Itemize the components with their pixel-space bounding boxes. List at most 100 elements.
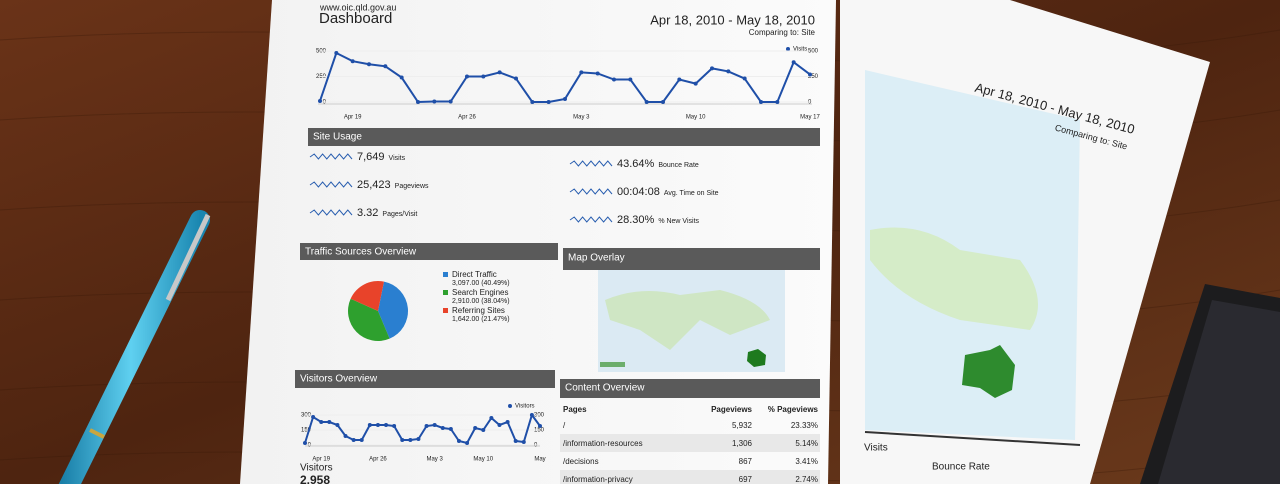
legend-value: 1,642.00 (21.47%)	[452, 316, 510, 323]
legend: Visits	[793, 47, 807, 53]
metric-label: Bounce Rate	[658, 162, 699, 169]
y-tick-label: 0	[308, 443, 312, 449]
column-header: Pages	[563, 405, 587, 414]
y-tick-label: 250	[316, 74, 327, 80]
section-title: Traffic Sources Overview	[305, 247, 417, 258]
second-visits: Visits	[864, 443, 888, 454]
total-label: Visitors	[300, 463, 333, 474]
table-cell: 697	[739, 475, 753, 484]
data-point	[334, 51, 339, 56]
data-point	[628, 77, 633, 82]
data-point	[710, 66, 714, 71]
table-cell: 5.14%	[795, 439, 818, 448]
metric-label: Pageviews	[395, 183, 429, 190]
data-point	[367, 62, 371, 67]
data-point	[546, 100, 551, 104]
data-point	[375, 423, 380, 427]
data-point	[473, 426, 478, 430]
y2-tick-label: 0	[534, 443, 538, 449]
legend-dot	[508, 404, 512, 408]
data-point	[481, 74, 486, 79]
divider	[864, 431, 1081, 446]
x-tick-label: May 3	[426, 457, 443, 463]
data-point	[350, 59, 355, 64]
data-point	[448, 427, 453, 431]
table-cell: /	[563, 421, 566, 430]
data-point	[456, 439, 461, 443]
data-point	[497, 423, 502, 427]
data-point	[693, 81, 698, 86]
x-tick-label: May	[534, 457, 545, 463]
section-bar	[300, 243, 558, 260]
data-point	[327, 420, 332, 424]
map-australia	[747, 349, 766, 367]
sparkline	[309, 181, 353, 188]
metric-label: Pages/Visit	[382, 211, 417, 218]
data-point	[521, 440, 526, 444]
data-point	[465, 441, 470, 445]
pie-slice	[348, 298, 390, 341]
data-point	[742, 76, 747, 81]
data-point	[318, 98, 322, 103]
second-bounce: Bounce Rate	[932, 462, 990, 473]
legend-value: 3,097.00 (40.49%)	[452, 280, 510, 287]
data-point	[399, 75, 404, 80]
section-bar	[560, 379, 820, 398]
data-point	[497, 70, 502, 75]
y-tick-label: 500	[316, 49, 327, 55]
table-cell: /information-resources	[563, 439, 643, 448]
data-point	[335, 423, 340, 427]
data-point	[677, 77, 682, 82]
data-point	[351, 438, 356, 442]
table-cell: /decisions	[563, 457, 599, 466]
sparkline	[309, 153, 353, 160]
section-title: Content Overview	[565, 383, 645, 394]
comparing: Comparing to: Site	[749, 28, 816, 37]
map-land	[605, 290, 770, 350]
y-tick-label: 0	[323, 100, 327, 106]
data-point	[465, 74, 469, 79]
data-point	[791, 60, 796, 65]
table-cell: 5,932	[732, 421, 753, 430]
data-point	[416, 437, 421, 441]
data-point	[489, 416, 494, 420]
table-cell: /information-privacy	[563, 475, 633, 484]
legend-name: Search Engines	[452, 288, 508, 297]
data-point	[448, 99, 453, 104]
data-point	[514, 76, 518, 81]
data-point	[563, 96, 567, 101]
data-point	[432, 423, 437, 427]
data-point	[726, 69, 731, 74]
section-bar	[563, 248, 820, 270]
y2-tick-label: 0	[808, 100, 812, 106]
section-title: Visitors Overview	[300, 374, 378, 385]
y2-tick-label: 500	[808, 49, 819, 55]
faded-land	[870, 227, 1038, 330]
table-cell: 867	[739, 457, 753, 466]
dashboard: www.oic.qld.gov.au Dashboard Apr 18, 201…	[295, 2, 820, 484]
metric-value: 43.64%	[617, 158, 655, 170]
sparkline	[569, 216, 613, 223]
x-tick-label: Apr 26	[458, 115, 476, 121]
data-point	[359, 438, 364, 442]
data-point	[530, 100, 535, 104]
table-cell: 2.74%	[795, 475, 818, 484]
table-cell: 23.33%	[791, 421, 818, 430]
total: 2,958	[300, 473, 330, 484]
metric-label: Visits	[389, 155, 406, 162]
data-point	[303, 441, 307, 445]
column-header: Pageviews	[711, 405, 752, 414]
section-bar	[308, 128, 820, 146]
x-tick-label: May 3	[573, 115, 590, 121]
data-point	[579, 70, 584, 75]
data-point	[644, 100, 649, 104]
pen-clip	[165, 213, 211, 302]
y2-tick-label: 150	[534, 428, 545, 434]
legend-value: 2,910.00 (38.04%)	[452, 298, 510, 305]
table-cell: 1,306	[732, 439, 753, 448]
metric-value: 28.30%	[617, 214, 655, 226]
data-point	[612, 77, 616, 82]
pie-slice	[378, 281, 408, 339]
data-point	[343, 434, 348, 438]
legend-name: Direct Traffic	[452, 270, 497, 279]
